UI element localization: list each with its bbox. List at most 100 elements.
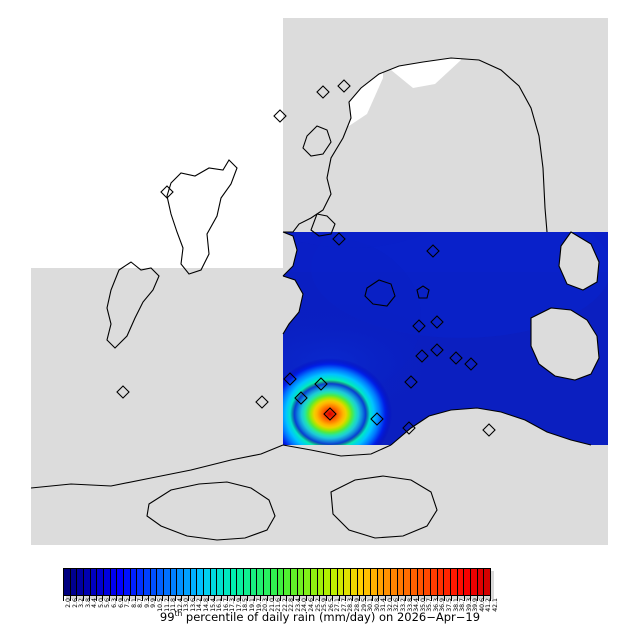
colorbar-tick: [280, 596, 281, 601]
colorbar-tick: [227, 596, 228, 601]
colorbar-tick: [378, 596, 379, 601]
colorbar-segment: [97, 569, 105, 595]
station-markers[interactable]: [116, 79, 496, 437]
colorbar-segment: [177, 569, 185, 595]
colorbar-tick: [63, 596, 64, 601]
colorbar-segment: [370, 569, 378, 595]
station-marker[interactable]: [370, 412, 384, 426]
colorbar-segment: [470, 569, 478, 595]
colorbar-segment: [344, 569, 351, 595]
colorbar-segment: [110, 569, 118, 595]
station-marker[interactable]: [337, 79, 351, 93]
colorbar-segment: [277, 569, 285, 595]
colorbar-segment: [230, 569, 238, 595]
station-marker[interactable]: [294, 391, 308, 405]
station-marker[interactable]: [273, 109, 287, 123]
station-marker[interactable]: [314, 377, 328, 391]
colorbar-tick: [116, 596, 117, 601]
caption-percentile-suffix: th: [174, 609, 183, 618]
station-marker[interactable]: [482, 423, 496, 437]
station-marker[interactable]: [430, 315, 444, 329]
colorbar-tick: [168, 596, 169, 601]
station-marker[interactable]: [316, 85, 330, 99]
station-marker[interactable]: [323, 407, 337, 421]
colorbar-tick: [254, 596, 255, 601]
colorbar-caption: 99th percentile of daily rain (mm/day) o…: [0, 609, 640, 624]
colorbar-segment: [90, 569, 98, 595]
colorbar-tick: [464, 596, 465, 601]
colorbar-tick: [286, 596, 287, 601]
colorbar-segment: [424, 569, 431, 595]
colorbar-tick: [490, 596, 491, 601]
station-marker[interactable]: [160, 185, 174, 199]
colorbar-tick: [188, 596, 189, 601]
station-marker[interactable]: [464, 357, 478, 371]
colorbar-tick: [411, 596, 412, 601]
colorbar-segment: [130, 569, 138, 595]
colorbar-tick: [76, 596, 77, 601]
station-marker[interactable]: [283, 372, 297, 386]
station-marker[interactable]: [412, 319, 426, 333]
station-marker[interactable]: [430, 343, 444, 357]
colorbar-tick: [365, 596, 366, 601]
colorbar-segment: [270, 569, 278, 595]
colorbar-segment: [217, 569, 225, 595]
colorbar-segment: [170, 569, 178, 595]
colorbar-tick: [299, 596, 300, 601]
colorbar-tick: [109, 596, 110, 601]
station-marker[interactable]: [402, 421, 416, 435]
colorbar-segment: [237, 569, 245, 595]
colorbar-segment: [77, 569, 85, 595]
colorbar-segment: [310, 569, 318, 595]
colorbar-segment: [457, 569, 465, 595]
colorbar-tick: [247, 596, 248, 601]
colorbar-segment: [404, 569, 411, 595]
colorbar-tick: [214, 596, 215, 601]
colorbar-segment: [464, 569, 471, 595]
colorbar-gradient[interactable]: [63, 568, 491, 596]
colorbar-tick: [83, 596, 84, 601]
colorbar-tick: [155, 596, 156, 601]
colorbar-segment: [157, 569, 165, 595]
colorbar-tick: [424, 596, 425, 601]
colorbar-tick: [319, 596, 320, 601]
colorbar-tick: [181, 596, 182, 601]
colorbar-segment: [284, 569, 291, 595]
station-marker[interactable]: [415, 349, 429, 363]
colorbar-tick: [96, 596, 97, 601]
coastline: [31, 57, 600, 541]
station-marker[interactable]: [449, 351, 463, 365]
colorbar-segment: [364, 569, 371, 595]
colorbar-segment: [430, 569, 438, 595]
colorbar-segment: [330, 569, 338, 595]
colorbar-ticks: [63, 596, 491, 601]
colorbar-tick: [102, 596, 103, 601]
station-marker[interactable]: [332, 232, 346, 246]
colorbar-segment: [117, 569, 125, 595]
station-marker[interactable]: [255, 395, 269, 409]
colorbar[interactable]: [63, 568, 494, 599]
colorbar-tick: [483, 596, 484, 601]
colorbar-tick: [221, 596, 222, 601]
colorbar-tick: [313, 596, 314, 601]
station-marker[interactable]: [116, 385, 130, 399]
rain-field-map[interactable]: [31, 18, 608, 545]
colorbar-segment: [264, 569, 271, 595]
colorbar-segment: [164, 569, 171, 595]
colorbar-segment: [410, 569, 418, 595]
colorbar-tick: [162, 596, 163, 601]
colorbar-tick: [398, 596, 399, 601]
colorbar-tick: [122, 596, 123, 601]
colorbar-segment: [444, 569, 451, 595]
colorbar-segment: [317, 569, 325, 595]
colorbar-segment: [137, 569, 145, 595]
colorbar-segment: [357, 569, 365, 595]
station-marker[interactable]: [404, 375, 418, 389]
colorbar-tick: [135, 596, 136, 601]
colorbar-segment: [484, 569, 490, 595]
station-marker[interactable]: [426, 244, 440, 258]
colorbar-tick: [129, 596, 130, 601]
colorbar-segment: [477, 569, 485, 595]
colorbar-tick: [352, 596, 353, 601]
